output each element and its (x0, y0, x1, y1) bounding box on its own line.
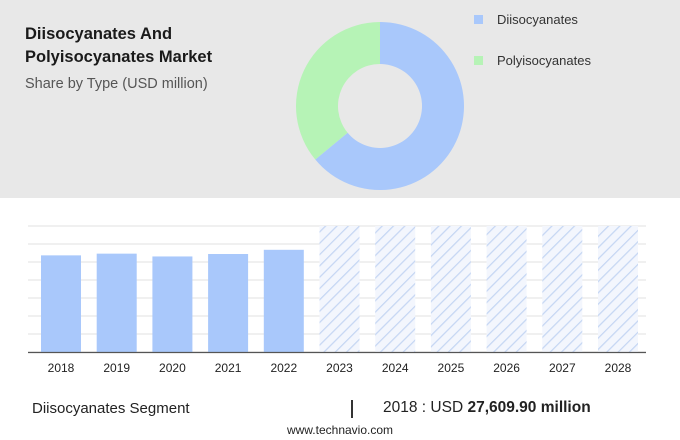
footer-amount: 27,609.90 million (467, 399, 591, 416)
legend-swatch-diisocyanates (474, 15, 483, 25)
footer-currency: USD (430, 399, 464, 416)
x-tick-label-2018: 2018 (48, 361, 75, 375)
legend-item-polyisocyanates: Polyisocyanates (474, 51, 591, 71)
forecast-bar-2026 (486, 226, 527, 352)
bar-2019 (96, 253, 137, 352)
forecast-bar-2028 (598, 226, 638, 352)
legend-item-diisocyanates: Diisocyanates (474, 10, 578, 30)
x-tick-label-2022: 2022 (270, 361, 297, 375)
legend-swatch-polyisocyanates (474, 56, 483, 66)
bar-2020 (152, 256, 193, 352)
donut-slice-polyisocyanates (296, 22, 380, 160)
donut-slice-diisocyanates (315, 22, 464, 190)
chart-title: Diisocyanates And Polyisocyanates Market (25, 25, 213, 66)
footer-value: 2018 : USD 27,609.90 million (383, 399, 591, 417)
legend-label-polyisocyanates: Polyisocyanates (497, 53, 591, 68)
footer-separator: : (421, 399, 427, 416)
donut-chart (296, 22, 464, 190)
x-tick-label-2020: 2020 (159, 361, 186, 375)
footer-segment-label: Diisocyanates Segment (32, 400, 190, 417)
legend-label-diisocyanates: Diisocyanates (497, 12, 578, 27)
x-tick-label-2025: 2025 (438, 361, 465, 375)
source-link[interactable]: www.technavio.com (286, 423, 394, 437)
x-tick-label-2019: 2019 (103, 361, 130, 375)
x-tick-label-2023: 2023 (326, 361, 353, 375)
x-tick-label-2026: 2026 (493, 361, 520, 375)
x-tick-label-2024: 2024 (382, 361, 409, 375)
chart-subtitle: Share by Type (USD million) (25, 76, 208, 92)
forecast-bar-2027 (542, 226, 583, 352)
forecast-bar-2024 (375, 226, 416, 352)
bar-chart: 2018 2019 2020 2021 2022 2023 2024 2025 2026 2027… (28, 225, 646, 375)
footer-year: 2018 (383, 399, 418, 416)
bar-2021 (208, 254, 249, 352)
forecast-bar-2025 (430, 226, 471, 352)
footer-divider (351, 400, 353, 418)
bar-2018 (41, 255, 81, 352)
x-tick-label-2021: 2021 (215, 361, 242, 375)
x-tick-label-2028: 2028 (605, 361, 632, 375)
forecast-bar-2023 (319, 226, 360, 352)
bar-2022 (263, 249, 304, 352)
x-tick-label-2027: 2027 (549, 361, 576, 375)
